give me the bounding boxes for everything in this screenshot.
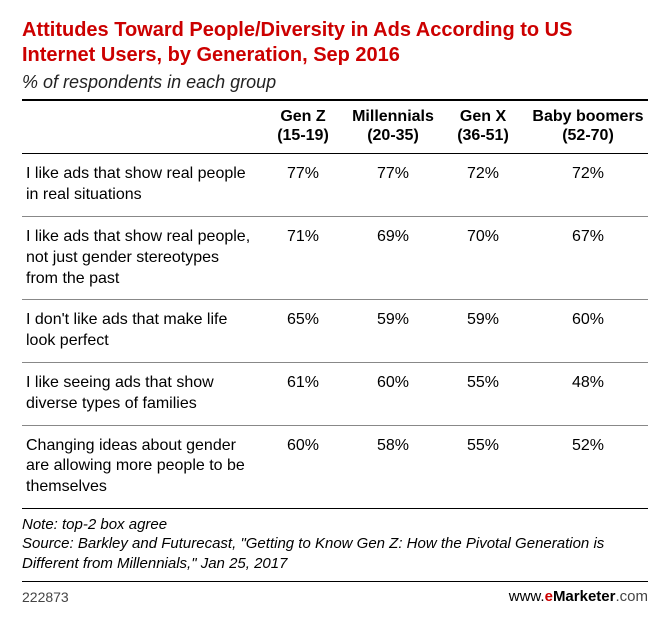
table-row: I don't like ads that make life look per… [22, 300, 648, 363]
cell-value: 77% [258, 154, 348, 217]
table-row: Changing ideas about gender are allowing… [22, 425, 648, 508]
row-label: I like ads that show real people in real… [22, 154, 258, 217]
row-label: I like seeing ads that show diverse type… [22, 362, 258, 425]
table-row: I like ads that show real people in real… [22, 154, 648, 217]
cell-value: 59% [438, 300, 528, 363]
table-row: I like seeing ads that show diverse type… [22, 362, 648, 425]
table-body: I like ads that show real people in real… [22, 154, 648, 509]
cell-value: 48% [528, 362, 648, 425]
row-label: I like ads that show real people, not ju… [22, 216, 258, 299]
data-table: Gen Z(15-19) Millennials(20-35) Gen X(36… [22, 99, 648, 509]
cell-value: 69% [348, 216, 438, 299]
footer: 222873 www.eMarketer.com [22, 582, 648, 605]
table-header-row: Gen Z(15-19) Millennials(20-35) Gen X(36… [22, 100, 648, 154]
note-text: Note: top-2 box agree [22, 515, 648, 535]
cell-value: 55% [438, 425, 528, 508]
cell-value: 58% [348, 425, 438, 508]
chart-title: Attitudes Toward People/Diversity in Ads… [22, 18, 648, 68]
cell-value: 61% [258, 362, 348, 425]
col-header-blank [22, 100, 258, 154]
col-header-genx: Gen X(36-51) [438, 100, 528, 154]
cell-value: 65% [258, 300, 348, 363]
chart-id: 222873 [22, 589, 69, 605]
cell-value: 60% [348, 362, 438, 425]
cell-value: 72% [438, 154, 528, 217]
cell-value: 59% [348, 300, 438, 363]
chart-subtitle: % of respondents in each group [22, 72, 648, 93]
brand-logo: www.eMarketer.com [509, 588, 648, 605]
col-header-boomers: Baby boomers(52-70) [528, 100, 648, 154]
notes-block: Note: top-2 box agree Source: Barkley an… [22, 509, 648, 583]
cell-value: 60% [258, 425, 348, 508]
source-text: Source: Barkley and Futurecast, "Getting… [22, 534, 648, 573]
cell-value: 55% [438, 362, 528, 425]
cell-value: 52% [528, 425, 648, 508]
table-row: I like ads that show real people, not ju… [22, 216, 648, 299]
cell-value: 77% [348, 154, 438, 217]
cell-value: 60% [528, 300, 648, 363]
cell-value: 71% [258, 216, 348, 299]
cell-value: 67% [528, 216, 648, 299]
col-header-genz: Gen Z(15-19) [258, 100, 348, 154]
row-label: I don't like ads that make life look per… [22, 300, 258, 363]
cell-value: 70% [438, 216, 528, 299]
cell-value: 72% [528, 154, 648, 217]
row-label: Changing ideas about gender are allowing… [22, 425, 258, 508]
col-header-millennials: Millennials(20-35) [348, 100, 438, 154]
